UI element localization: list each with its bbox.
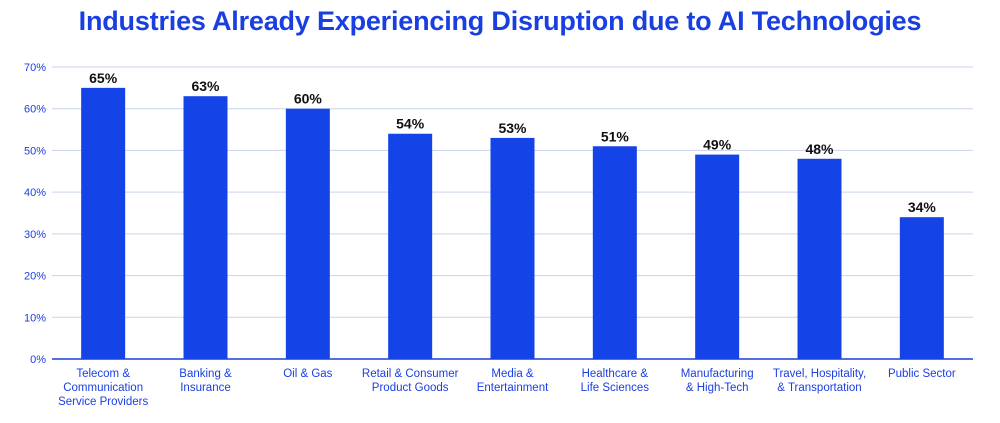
x-category-label-line: & High-Tech — [686, 382, 749, 394]
data-label: 51% — [601, 128, 630, 144]
y-tick-label: 60% — [24, 104, 46, 116]
x-category-label-line: Product Goods — [372, 382, 449, 394]
x-category-label-line: Communication — [63, 382, 143, 394]
y-tick-label: 10% — [24, 312, 46, 324]
x-category-label-line: Media & — [491, 368, 534, 380]
bar — [285, 108, 330, 359]
bar — [899, 217, 944, 359]
x-category-label: Retail & Consumer Product Goods — [362, 368, 459, 394]
x-category-label: Travel, Hospitality, & Transportation — [773, 368, 866, 394]
x-category-label-line: Insurance — [180, 382, 231, 394]
x-category-label-line: Manufacturing — [681, 368, 754, 380]
y-tick-label: 30% — [24, 229, 46, 241]
chart-title: Industries Already Experiencing Disrupti… — [78, 6, 922, 36]
bar — [592, 146, 637, 359]
x-category-label-line: Telecom & — [76, 368, 130, 380]
x-category-label-line: Oil & Gas — [283, 368, 332, 380]
bar — [797, 158, 842, 359]
x-category-label-line: Life Sciences — [581, 382, 650, 394]
x-category-label-line: Healthcare & — [582, 368, 649, 380]
data-label: 54% — [396, 116, 425, 132]
data-label: 53% — [498, 120, 527, 136]
bar — [81, 87, 126, 359]
x-category-label: Public Sector — [888, 368, 956, 380]
y-tick-label: 50% — [24, 145, 46, 157]
data-label: 65% — [89, 70, 118, 86]
x-category-label-line: Service Providers — [58, 396, 148, 408]
x-category-label-line: Banking & — [179, 368, 232, 380]
y-tick-label: 70% — [24, 62, 46, 74]
bar — [695, 154, 740, 359]
x-category-label: Oil & Gas — [283, 368, 332, 380]
data-label: 49% — [703, 137, 732, 153]
data-label: 63% — [191, 78, 220, 94]
data-label: 60% — [294, 91, 323, 107]
y-tick-label: 40% — [24, 187, 46, 199]
bar — [490, 137, 535, 359]
bar — [183, 96, 228, 359]
bar — [388, 133, 433, 359]
x-category-label-line: Entertainment — [477, 382, 549, 394]
data-label: 34% — [908, 199, 937, 215]
x-category-label: Manufacturing & High-Tech — [681, 368, 754, 394]
y-tick-label: 0% — [30, 354, 46, 366]
x-category-label: Healthcare & Life Sciences — [581, 368, 650, 394]
x-category-label-line: Public Sector — [888, 368, 956, 380]
y-tick-label: 20% — [24, 271, 46, 283]
x-category-label: Banking & Insurance — [179, 368, 232, 394]
x-category-label: Media & Entertainment — [477, 368, 549, 394]
x-category-label-line: & Transportation — [777, 382, 861, 394]
x-category-label-line: Travel, Hospitality, — [773, 368, 866, 380]
x-category-label: Telecom & Communication Service Providers — [58, 368, 148, 408]
x-category-label-line: Retail & Consumer — [362, 368, 459, 380]
data-label: 48% — [805, 141, 834, 157]
